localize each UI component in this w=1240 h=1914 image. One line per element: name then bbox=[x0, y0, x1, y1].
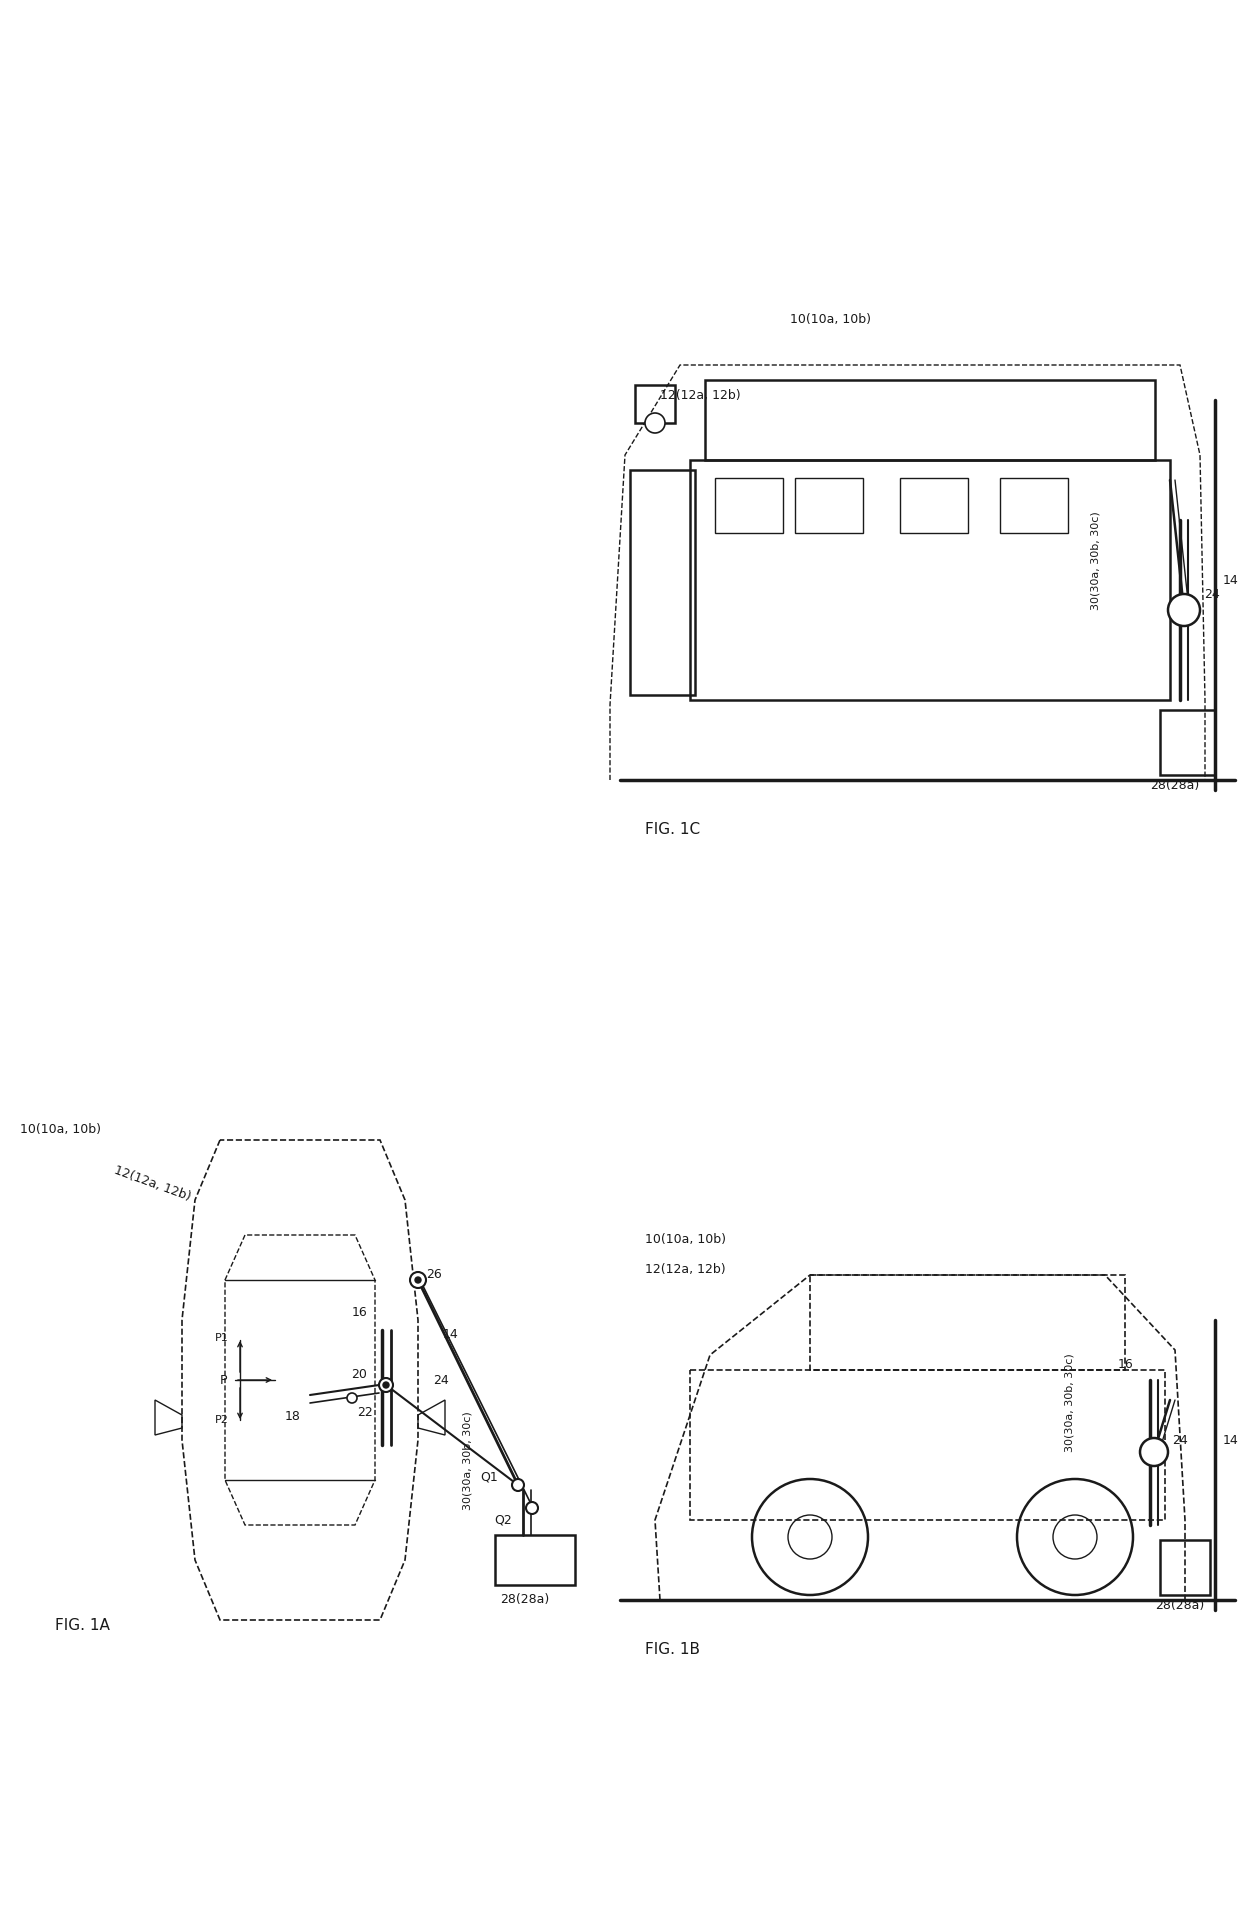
Text: 30(30a, 30b, 30c): 30(30a, 30b, 30c) bbox=[463, 1411, 472, 1510]
Text: 28(28a): 28(28a) bbox=[1149, 779, 1199, 792]
Text: 16: 16 bbox=[1118, 1359, 1133, 1372]
Bar bbox=[1159, 1541, 1210, 1594]
Text: P1: P1 bbox=[215, 1332, 228, 1344]
Text: 12(12a, 12b): 12(12a, 12b) bbox=[660, 389, 740, 402]
Bar bbox=[689, 459, 1171, 701]
Circle shape bbox=[347, 1393, 357, 1403]
Circle shape bbox=[410, 1273, 427, 1288]
Text: 10(10a, 10b): 10(10a, 10b) bbox=[20, 1124, 100, 1137]
Bar bbox=[810, 1275, 1125, 1370]
Bar bbox=[715, 478, 782, 532]
Bar bbox=[635, 385, 675, 423]
Bar bbox=[689, 1370, 1166, 1520]
Bar bbox=[495, 1535, 575, 1585]
Bar bbox=[999, 478, 1068, 532]
Text: 30(30a, 30b, 30c): 30(30a, 30b, 30c) bbox=[1065, 1353, 1075, 1453]
Text: FIG. 1C: FIG. 1C bbox=[645, 823, 701, 838]
Text: 14: 14 bbox=[1223, 1434, 1239, 1447]
Bar bbox=[706, 381, 1154, 459]
Text: 22: 22 bbox=[357, 1407, 373, 1420]
Text: Q2: Q2 bbox=[494, 1514, 512, 1527]
Text: 12(12a, 12b): 12(12a, 12b) bbox=[113, 1164, 193, 1204]
Circle shape bbox=[379, 1378, 393, 1391]
Text: Q1: Q1 bbox=[480, 1470, 497, 1483]
Text: 28(28a): 28(28a) bbox=[1154, 1598, 1204, 1612]
Text: 10(10a, 10b): 10(10a, 10b) bbox=[645, 1233, 725, 1246]
Text: 20: 20 bbox=[351, 1369, 367, 1382]
Text: 14: 14 bbox=[1223, 574, 1239, 586]
Bar bbox=[795, 478, 863, 532]
Circle shape bbox=[1168, 593, 1200, 626]
Text: FIG. 1A: FIG. 1A bbox=[55, 1617, 110, 1633]
Text: 10(10a, 10b): 10(10a, 10b) bbox=[790, 314, 870, 327]
Bar bbox=[900, 478, 968, 532]
Text: 24: 24 bbox=[1204, 588, 1220, 601]
Text: 24: 24 bbox=[433, 1374, 449, 1386]
Circle shape bbox=[526, 1502, 538, 1514]
Circle shape bbox=[645, 413, 665, 433]
Bar bbox=[1159, 710, 1215, 775]
Circle shape bbox=[415, 1277, 422, 1282]
Text: P: P bbox=[219, 1374, 227, 1386]
Bar bbox=[630, 471, 694, 695]
Text: 30(30a, 30b, 30c): 30(30a, 30b, 30c) bbox=[1090, 511, 1100, 611]
Text: P2: P2 bbox=[215, 1414, 229, 1426]
Text: 14: 14 bbox=[443, 1328, 459, 1342]
Text: 12(12a, 12b): 12(12a, 12b) bbox=[645, 1263, 725, 1277]
Circle shape bbox=[512, 1480, 525, 1491]
Text: 26: 26 bbox=[427, 1269, 441, 1282]
Circle shape bbox=[383, 1382, 389, 1388]
Text: 18: 18 bbox=[285, 1411, 301, 1424]
Text: 24: 24 bbox=[1172, 1434, 1188, 1447]
Text: FIG. 1B: FIG. 1B bbox=[645, 1642, 701, 1658]
Text: 16: 16 bbox=[352, 1305, 368, 1319]
Circle shape bbox=[1140, 1437, 1168, 1466]
Text: 28(28a): 28(28a) bbox=[500, 1594, 549, 1606]
